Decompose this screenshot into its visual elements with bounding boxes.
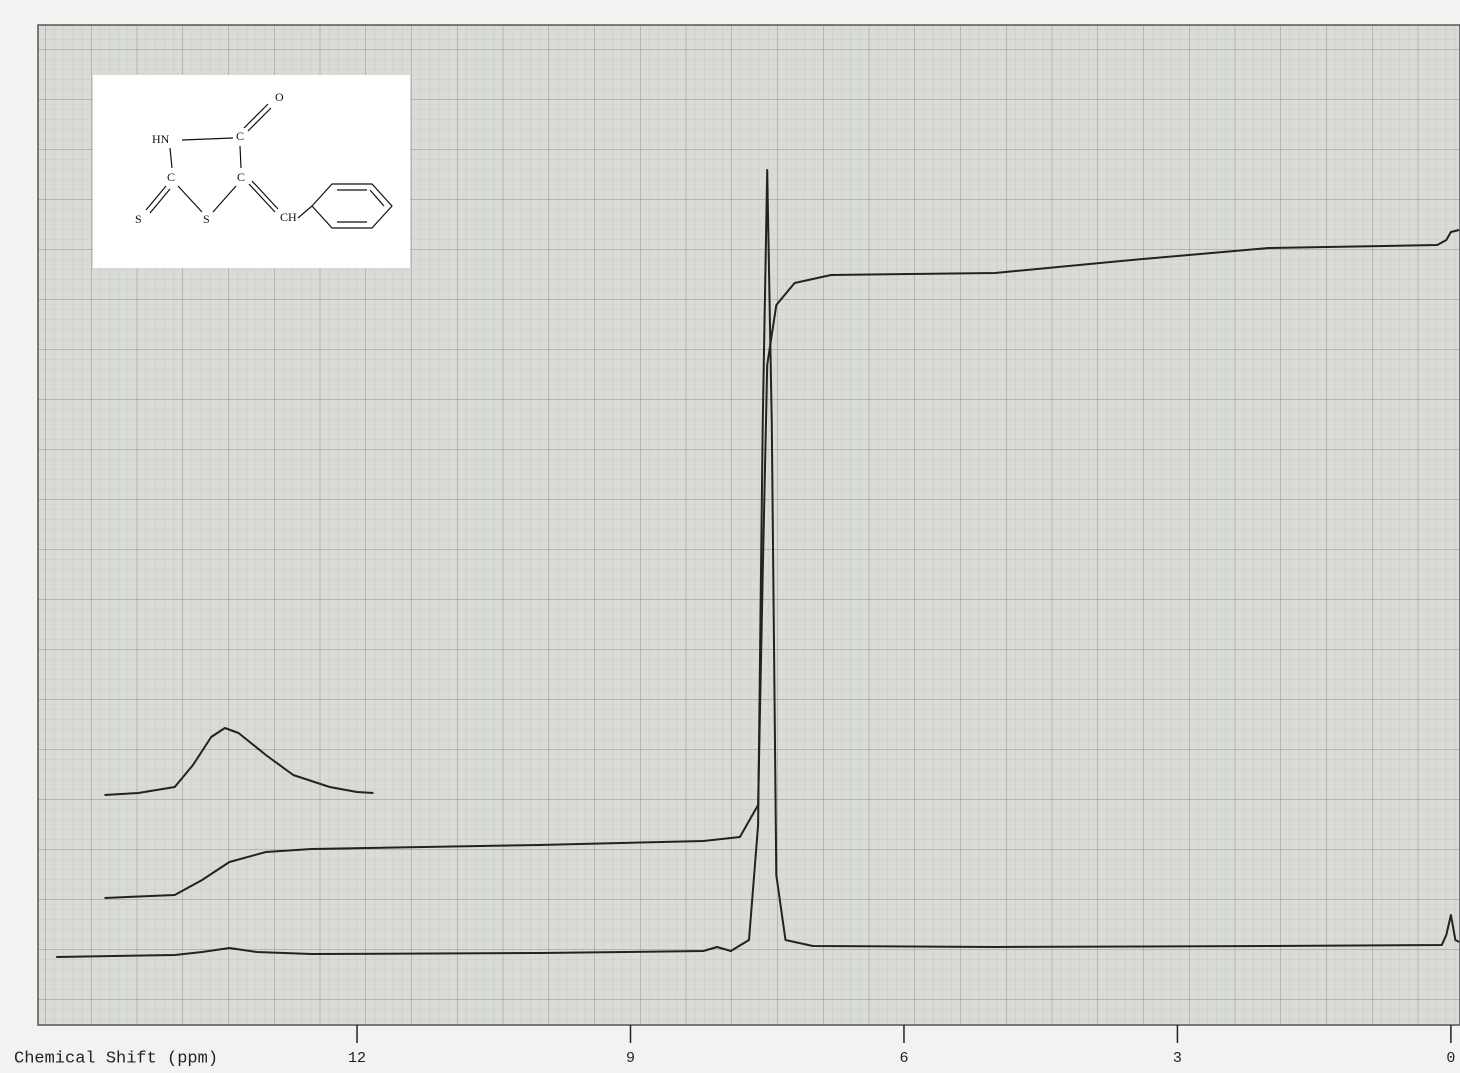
inset-box (93, 75, 410, 268)
atom-label: HN (152, 132, 170, 146)
x-tick-label: 6 (899, 1050, 908, 1067)
atom-label: CH (280, 210, 297, 224)
structure-inset: O HN C C C S S CH (93, 75, 410, 268)
x-tick-label: 12 (348, 1050, 366, 1067)
trace (104, 727, 374, 796)
bonds (145, 103, 393, 229)
atom-label: C (167, 170, 175, 184)
atom-label: S (203, 212, 210, 226)
x-tick-label: 9 (626, 1050, 635, 1067)
x-tick-label: 3 (1173, 1050, 1182, 1067)
x-axis-label: Chemical Shift (ppm) (14, 1049, 218, 1068)
atom-label: C (236, 129, 244, 143)
x-tick-label: 0 (1446, 1050, 1455, 1067)
trace (56, 169, 1460, 958)
atom-label: O (275, 90, 284, 104)
atom-label: S (135, 212, 142, 226)
atom-label: C (237, 170, 245, 184)
plot-frame (37, 24, 1460, 1026)
trace (104, 229, 1460, 899)
